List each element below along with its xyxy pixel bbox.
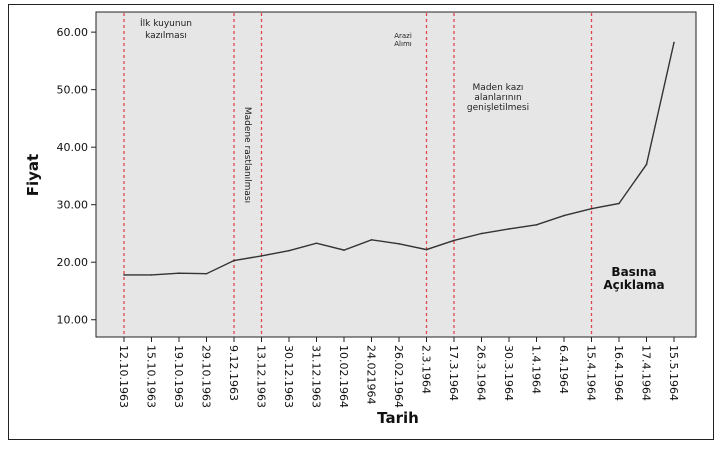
x-tick-label: 26.02.1964 <box>392 345 405 408</box>
data-point-11 <box>425 248 428 251</box>
data-point-2 <box>178 272 180 274</box>
x-tick-label: 1.4.1964 <box>530 345 543 394</box>
annotation-first-well-line1: İlk kuyunun <box>140 18 192 29</box>
data-point-9 <box>370 238 373 241</box>
x-tick-label: 15.4.1964 <box>585 345 598 401</box>
x-tick-label: 16.4.1964 <box>612 345 625 401</box>
data-point-12 <box>453 239 455 242</box>
x-tick-label: 29.10.1963 <box>200 345 213 408</box>
x-tick-label: 26.3.1964 <box>475 345 488 401</box>
data-point-7 <box>315 242 318 245</box>
x-tick-label: 19.10.1963 <box>172 345 185 408</box>
data-point-16 <box>563 214 565 217</box>
x-tick-label: 17.4.1964 <box>640 345 653 401</box>
x-tick-label: 9.12.1963 <box>227 345 240 401</box>
annotation-mine-expansion-line3: genişletilmesi <box>467 103 529 113</box>
annotation-land-purchase-line1: Arazi <box>394 32 412 40</box>
annotation-land-purchase-line2: Alımı <box>394 40 411 48</box>
y-tick-label: 10.00 <box>57 314 89 327</box>
data-point-20 <box>673 41 675 44</box>
y-tick-label: 20.00 <box>57 256 89 269</box>
x-tick-label: 2.3.1964 <box>420 345 433 394</box>
x-axis-title: Tarih <box>377 409 419 427</box>
x-tick-label: 15.5.1964 <box>667 345 680 401</box>
y-axis-title: Fiyat <box>24 154 42 196</box>
data-point-10 <box>398 243 400 245</box>
data-point-18 <box>618 202 620 205</box>
data-point-14 <box>508 228 510 230</box>
data-point-1 <box>150 274 153 276</box>
x-tick-label: 12.10.1963 <box>117 345 130 408</box>
data-point-3 <box>205 272 208 275</box>
x-tick-label: 17.3.1964 <box>447 345 460 401</box>
data-point-15 <box>535 224 538 226</box>
x-tick-label: 15.10.1963 <box>145 345 158 408</box>
plot-area <box>95 11 697 338</box>
x-tick-label: 13.12.1963 <box>255 345 268 408</box>
x-tick-label: 6.4.1964 <box>557 345 570 394</box>
data-point-6 <box>288 249 290 252</box>
data-point-5 <box>260 255 263 257</box>
data-point-17 <box>590 207 593 210</box>
x-tick-label: 31.12.1963 <box>310 345 323 408</box>
y-tick-label: 40.00 <box>57 141 89 154</box>
x-tick-label: 30.12.1963 <box>282 345 295 408</box>
y-tick-label: 60.00 <box>57 26 89 39</box>
annotation-press-release-line1: Basına <box>611 265 656 279</box>
annotation-mine-expansion-line2: alanlarının <box>474 93 521 103</box>
data-point-19 <box>645 163 648 166</box>
annotation-mine-expansion-line1: Maden kazı <box>473 83 524 93</box>
annotation-first-well-line2: kazılması <box>145 31 187 41</box>
y-tick-label: 50.00 <box>57 84 89 97</box>
x-tick-label: 10.02.1964 <box>337 345 350 408</box>
annotation-mine-found: Madene rastlanılması <box>242 107 252 203</box>
x-tick-label: 30.3.1964 <box>502 345 515 401</box>
annotation-press-release-line2: Açıklama <box>603 278 664 292</box>
data-point-0 <box>123 274 125 276</box>
data-point-13 <box>480 232 483 235</box>
data-point-8 <box>343 249 345 251</box>
data-point-4 <box>233 259 235 262</box>
x-tick-label: 24.021964 <box>365 345 378 405</box>
y-tick-label: 30.00 <box>57 199 89 212</box>
